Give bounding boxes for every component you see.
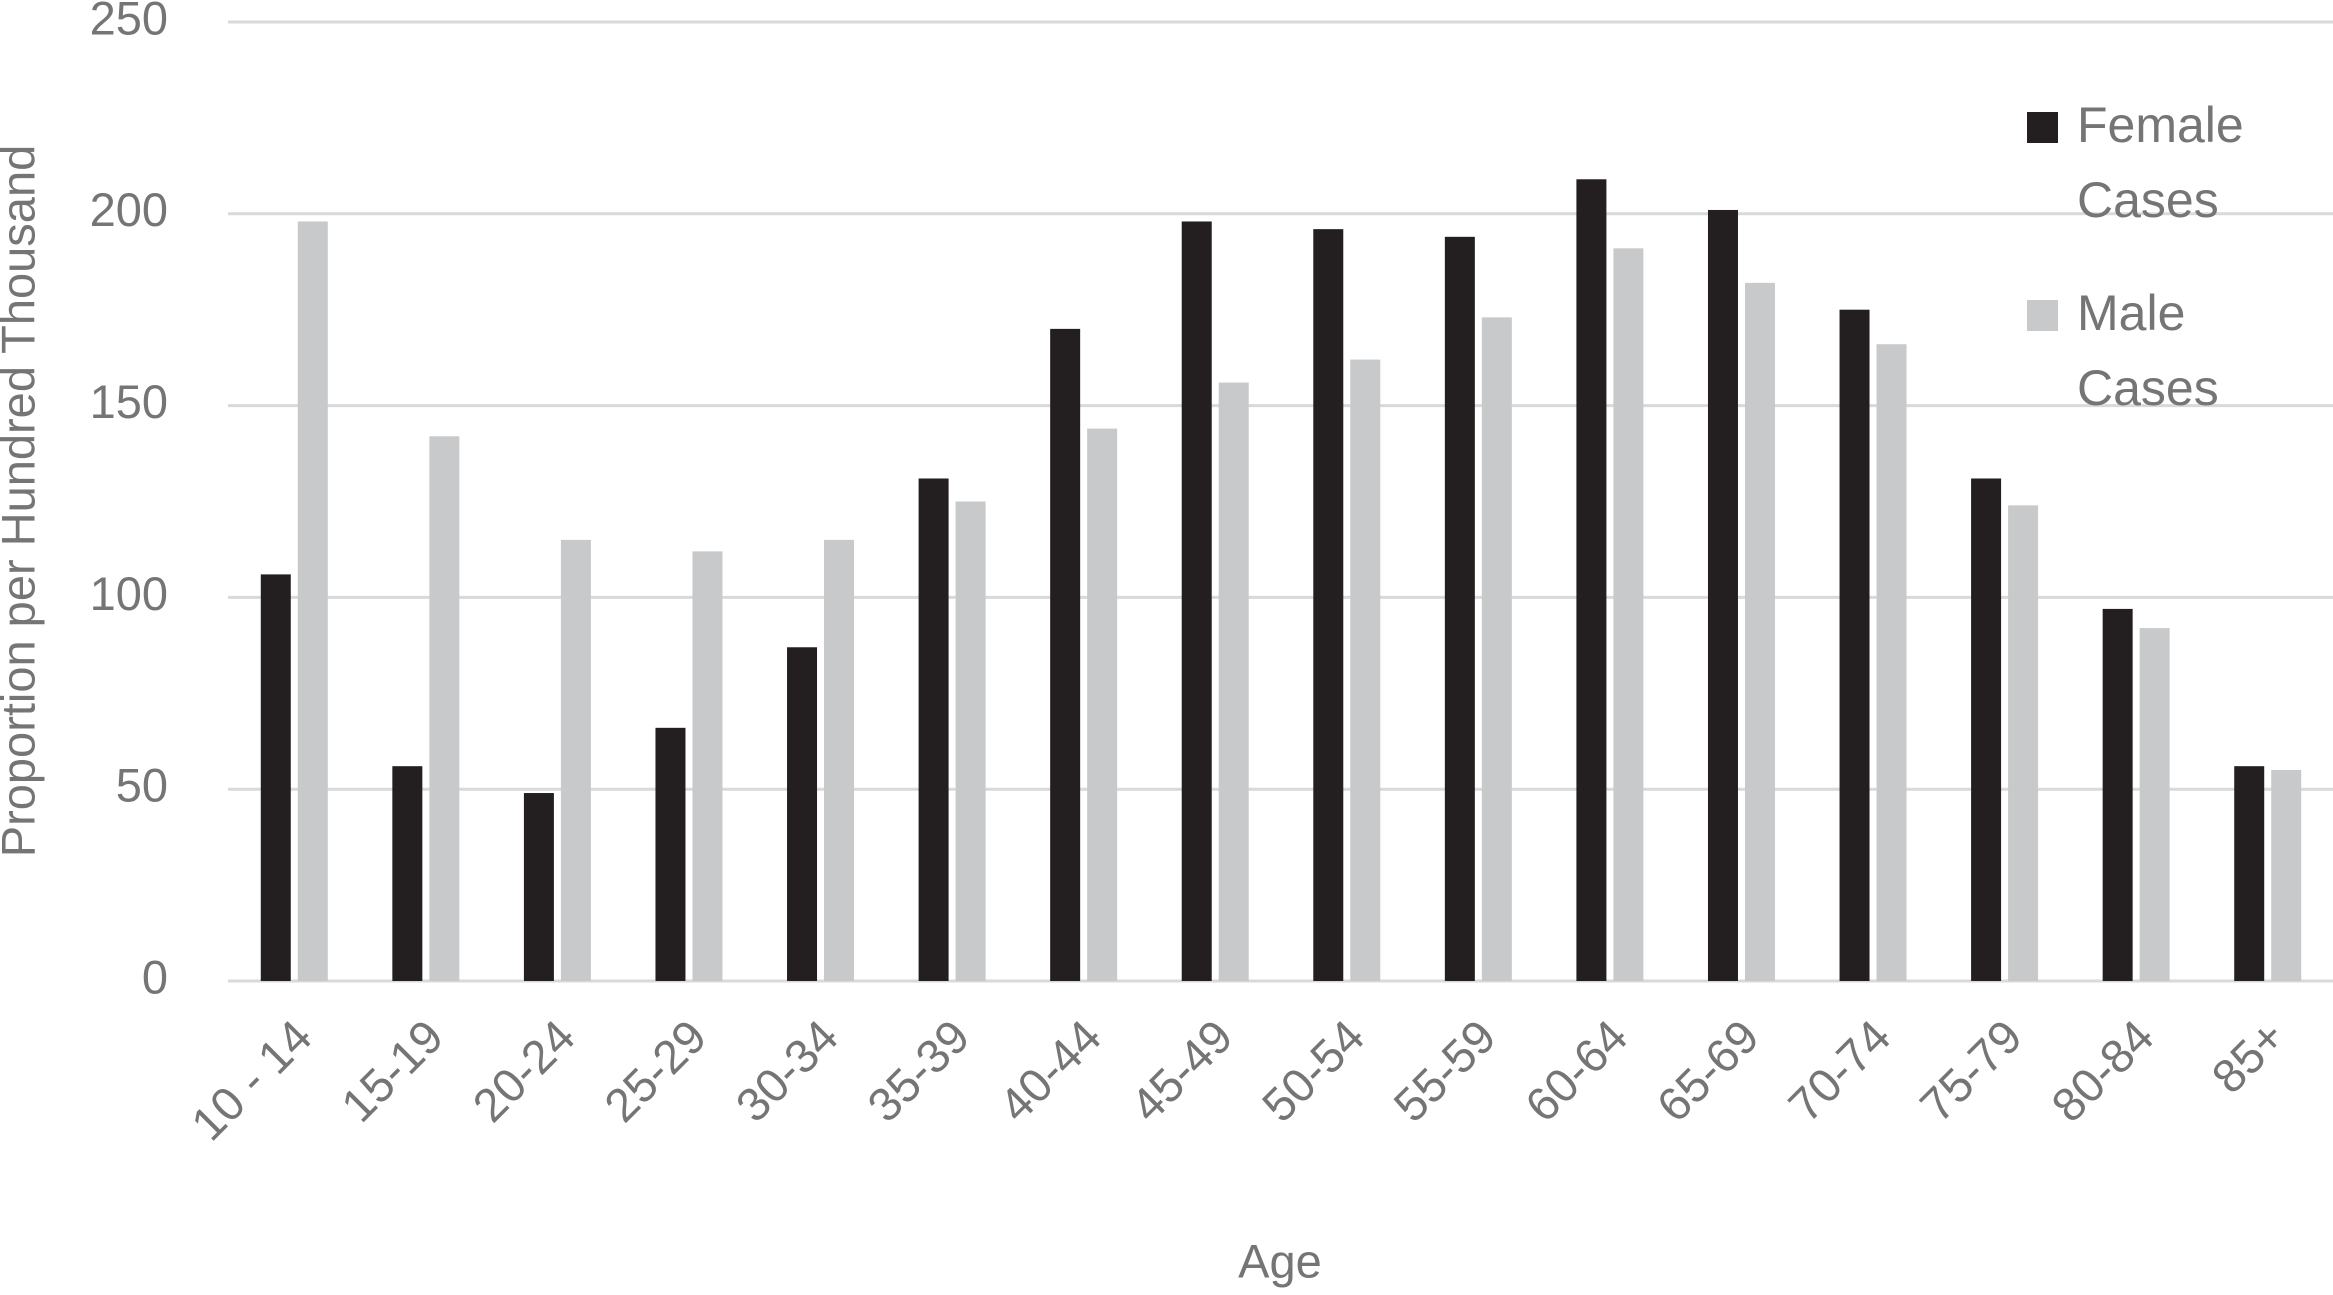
bar xyxy=(560,539,591,981)
bar xyxy=(824,539,855,981)
y-tick-label: 200 xyxy=(90,183,168,236)
bar xyxy=(1350,359,1381,981)
bar xyxy=(1218,382,1249,982)
bar xyxy=(1050,328,1081,981)
bar xyxy=(1181,221,1212,982)
legend-item: Male Cases xyxy=(2027,276,2267,426)
y-tick-label: 250 xyxy=(90,0,168,44)
bar xyxy=(1087,428,1118,982)
bar xyxy=(692,551,723,981)
bar xyxy=(918,478,949,981)
bar xyxy=(260,574,291,981)
x-tick-label: 60-64 xyxy=(1515,1009,1637,1131)
x-tick-label: 75-79 xyxy=(1909,1009,2031,1131)
bar xyxy=(1613,248,1644,982)
bar xyxy=(1313,229,1344,982)
x-tick-label: 40-44 xyxy=(989,1009,1111,1131)
x-tick-label: 50-54 xyxy=(1252,1009,1374,1131)
x-tick-label: 35-39 xyxy=(857,1009,979,1131)
legend-swatch xyxy=(2027,112,2058,143)
y-tick-label: 50 xyxy=(116,759,168,812)
x-tick-label: 85+ xyxy=(2201,1009,2295,1103)
legend: Female Cases Male Cases xyxy=(2027,88,2267,464)
bar xyxy=(2271,770,2302,981)
bar xyxy=(1876,344,1907,981)
bar xyxy=(1481,317,1512,981)
bar xyxy=(1839,309,1870,981)
bar xyxy=(2139,628,2170,981)
bar xyxy=(955,501,986,981)
y-tick-label: 150 xyxy=(90,375,168,428)
y-tick-label: 0 xyxy=(142,950,168,1003)
x-tick-label: 55-59 xyxy=(1383,1009,1505,1131)
legend-label: Male Cases xyxy=(2077,285,2219,416)
x-tick-label: 70-74 xyxy=(1778,1009,1900,1131)
x-tick-label: 45-49 xyxy=(1120,1009,1242,1131)
bar xyxy=(297,221,328,982)
bar xyxy=(2102,608,2133,981)
bar xyxy=(1444,236,1475,982)
bar xyxy=(2234,766,2265,981)
bar xyxy=(1576,179,1607,981)
legend-label: Female Cases xyxy=(2077,97,2244,228)
bar xyxy=(1707,209,1738,982)
x-tick-label: 15-19 xyxy=(331,1009,453,1131)
x-tick-label: 80-84 xyxy=(2041,1009,2163,1131)
x-tick-label: 25-29 xyxy=(594,1009,716,1131)
y-tick-label: 100 xyxy=(90,567,168,620)
x-tick-label: 30-34 xyxy=(725,1009,847,1131)
bar xyxy=(655,727,686,981)
bar xyxy=(1744,282,1775,981)
bar xyxy=(1971,478,2002,981)
x-tick-label: 20-24 xyxy=(462,1009,584,1131)
bar xyxy=(392,766,423,981)
y-axis-title: Proportion per Hundred Thousand xyxy=(0,145,44,857)
bar xyxy=(2008,505,2039,981)
legend-item: Female Cases xyxy=(2027,88,2267,238)
bar xyxy=(523,793,554,981)
x-tick-label: 10 - 14 xyxy=(181,1009,322,1150)
x-tick-label: 65-69 xyxy=(1646,1009,1768,1131)
bar xyxy=(429,436,460,982)
x-axis-title: Age xyxy=(1238,1234,1322,1287)
bar xyxy=(787,647,818,981)
legend-swatch xyxy=(2027,300,2058,331)
